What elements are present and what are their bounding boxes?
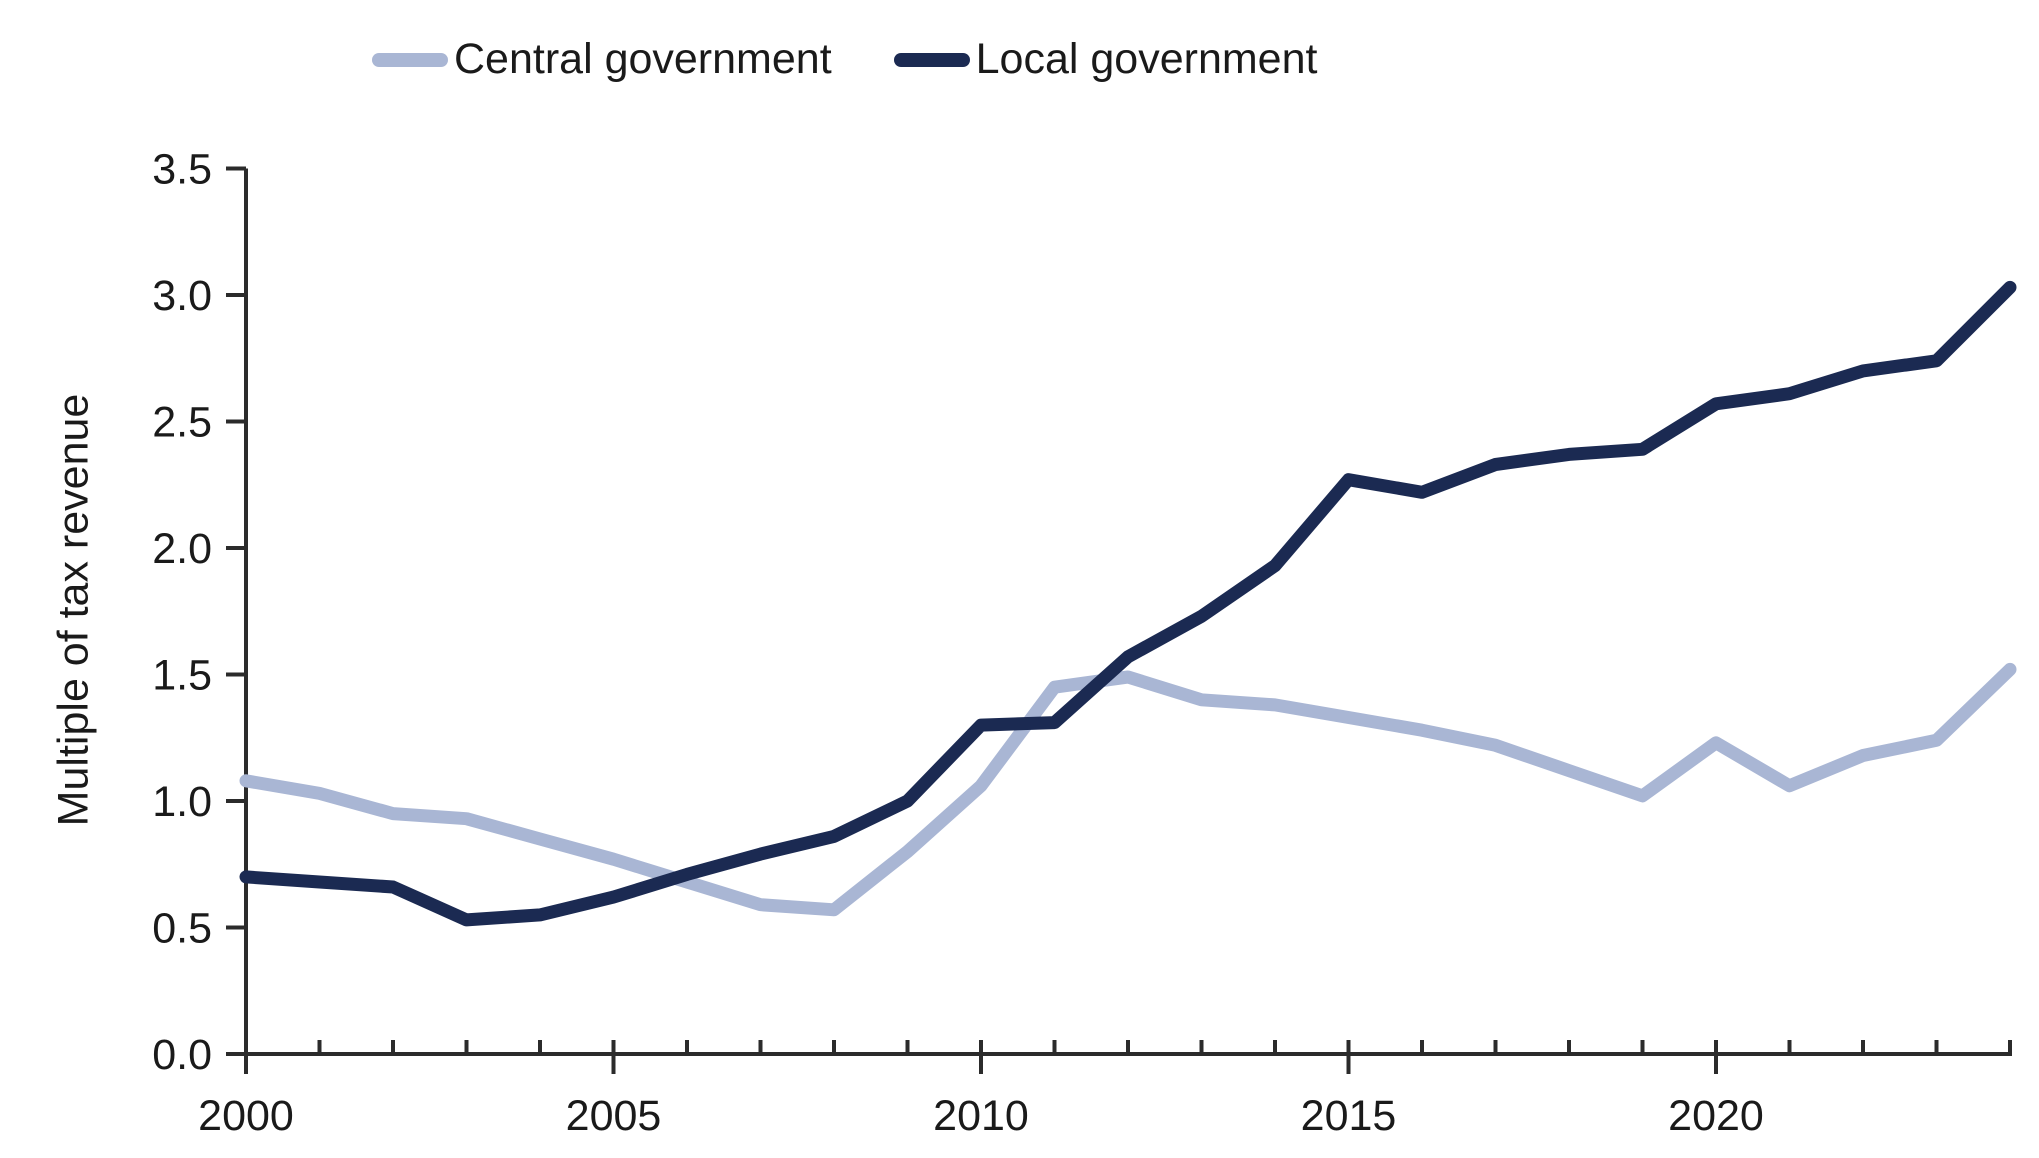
legend-label-central-government: Central government [454,35,832,83]
y-axis-tick-label: 1.0 [152,778,212,826]
central-government-line [239,662,2017,917]
y-axis-tick-label: 3.0 [152,272,212,320]
local-government-line-swatch [893,52,970,67]
x-axis-tick-label: 2000 [198,1092,294,1140]
y-axis-tick-label: 1.5 [152,652,212,700]
x-axis-tick-label: 2010 [933,1092,1029,1140]
x-axis-tick-label: 2020 [1668,1092,1764,1140]
y-axis-tick-label: 2.5 [152,399,212,447]
legend-item-local-government: Local government [893,35,1318,83]
x-axis-tick-label: 2005 [566,1092,662,1140]
legend-item-central-government: Central government [372,38,832,81]
y-axis-tick-label: 2.0 [152,525,212,573]
x-axis-tick-label: 2015 [1301,1092,1397,1140]
legend-label-local-government: Local government [975,35,1318,83]
local-government-line [239,280,2017,927]
central-government-line-swatch [372,52,448,67]
legend: Central government Local government [372,38,1317,81]
y-axis-tick-label: 0.5 [152,905,212,953]
y-axis-tick-label: 0.0 [152,1031,212,1079]
y-axis-tick-label: 3.5 [152,146,212,194]
